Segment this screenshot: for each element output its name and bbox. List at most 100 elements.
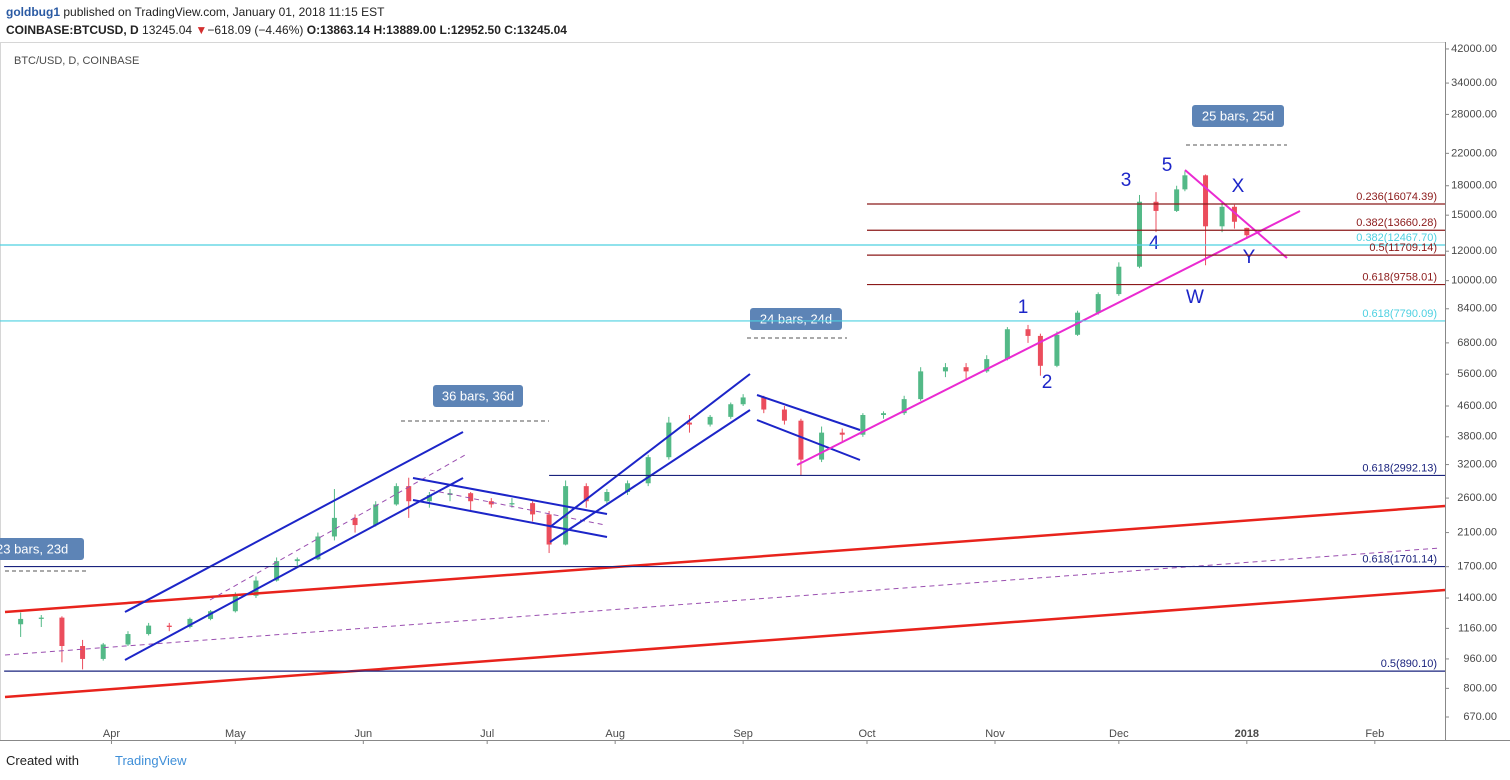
range-box — [433, 385, 523, 407]
y-tick-label: 28000.00 — [1451, 108, 1497, 120]
candle-body — [963, 367, 969, 372]
y-tick-label: 1700.00 — [1457, 561, 1497, 573]
candle-body — [1116, 266, 1122, 295]
candle-body — [146, 625, 152, 635]
range-box — [0, 538, 84, 560]
candle-body — [294, 559, 300, 562]
candle-body — [331, 517, 337, 537]
change: −618.09 (−4.46%) — [207, 23, 304, 37]
y-tick-label: 5600.00 — [1457, 368, 1497, 380]
last: 13245.04 — [142, 23, 193, 37]
x-tick-label: Apr — [103, 728, 120, 740]
y-tick-label: 960.00 — [1463, 653, 1497, 665]
wave-label: 5 — [1162, 155, 1173, 176]
wave-label: W — [1186, 287, 1204, 308]
y-tick-label: 6800.00 — [1457, 337, 1497, 349]
x-tick-label: Dec — [1109, 728, 1129, 740]
candle-body — [488, 501, 494, 505]
candle-body — [645, 457, 651, 484]
y-tick-label: 12000.00 — [1451, 245, 1497, 257]
candle-body — [860, 415, 866, 435]
trend-line — [1184, 169, 1288, 259]
y-tick-label: 18000.00 — [1451, 180, 1497, 192]
candle-body — [393, 486, 399, 505]
x-tick-label: Sep — [733, 728, 753, 740]
fib-label: 0.618(9758.01) — [1362, 271, 1437, 283]
x-tick-label: May — [225, 728, 246, 740]
header: goldbug1 published on TradingView.com, J… — [6, 3, 567, 39]
candle-body — [468, 493, 474, 502]
candle-body — [1095, 294, 1101, 313]
candle-body — [942, 367, 948, 372]
range-box — [1192, 105, 1284, 127]
x-tick-label: Aug — [605, 728, 625, 740]
candle-body — [686, 422, 692, 425]
created: Created with — [6, 753, 79, 768]
wave-label: 2 — [1042, 372, 1053, 393]
candle-body — [232, 595, 238, 612]
candle-body — [315, 536, 321, 560]
fib-label: 0.5(890.10) — [1381, 658, 1437, 670]
y-tick-label: 22000.00 — [1451, 147, 1497, 159]
y-tick-label: 1400.00 — [1457, 592, 1497, 604]
wave-label: X — [1232, 176, 1245, 197]
candle-body — [274, 561, 280, 581]
y-tick-label: 2600.00 — [1457, 492, 1497, 504]
flag-line — [756, 419, 861, 461]
y-tick-label: 34000.00 — [1451, 77, 1497, 89]
candle-body — [728, 404, 734, 417]
candle-body — [1037, 335, 1043, 366]
low: L:12952.50 — [439, 23, 501, 37]
candle-body — [100, 644, 106, 659]
candle-body — [406, 486, 412, 502]
x-tick-label: Jun — [354, 728, 372, 740]
candle-body — [798, 420, 804, 460]
trend-line — [796, 210, 1301, 466]
x-tick-label: Nov — [985, 728, 1005, 740]
candle-body — [546, 514, 552, 545]
close: C:13245.04 — [504, 23, 567, 37]
candle-body — [1136, 201, 1142, 267]
candle-body — [166, 625, 172, 627]
chart-title: BTC/USD, D, COINBASE — [14, 55, 139, 67]
fib-label: 0.5(11709.14) — [1369, 242, 1437, 254]
wave-label: 4 — [1149, 233, 1160, 254]
candles — [18, 171, 1250, 670]
candle-body — [426, 495, 432, 502]
candle-body — [666, 422, 672, 458]
flag-line — [412, 499, 608, 538]
candle-body — [1153, 201, 1159, 211]
candle-body — [509, 503, 515, 505]
candle-body — [18, 618, 24, 625]
high: H:13889.00 — [373, 23, 437, 37]
y-tick-label: 15000.00 — [1451, 209, 1497, 221]
candle-body — [1054, 334, 1060, 366]
y-tick-label: 4600.00 — [1457, 400, 1497, 412]
candle-body — [1025, 329, 1031, 336]
candle-body — [125, 634, 131, 645]
candle-body — [583, 486, 589, 502]
x-tick-label: 2018 — [1235, 728, 1259, 740]
y-tick-label: 3200.00 — [1457, 458, 1497, 470]
candle-body — [208, 611, 214, 619]
candle-body — [625, 483, 631, 492]
y-tick-label: 10000.00 — [1451, 275, 1497, 287]
trend-line — [4, 588, 1446, 699]
flag-line — [412, 477, 608, 515]
quote-line: COINBASE:BTCUSD, D 13245.04 ▼−618.09 (−4… — [6, 21, 567, 39]
author[interactable]: goldbug1 — [6, 5, 60, 19]
fib-label: 0.618(1701.14) — [1362, 553, 1437, 565]
wave-label: 3 — [1121, 170, 1132, 191]
candle-body — [1174, 189, 1180, 211]
brand[interactable]: TradingView — [114, 753, 187, 768]
footer: Created with TradingView — [6, 753, 187, 768]
candle-body — [781, 409, 787, 421]
channel-mid — [209, 454, 466, 601]
candle-body — [1219, 206, 1225, 227]
range-label: 24 bars, 24d — [760, 311, 832, 326]
trend-line — [4, 547, 1441, 656]
flag-mid — [429, 489, 606, 526]
range-box — [750, 308, 842, 330]
